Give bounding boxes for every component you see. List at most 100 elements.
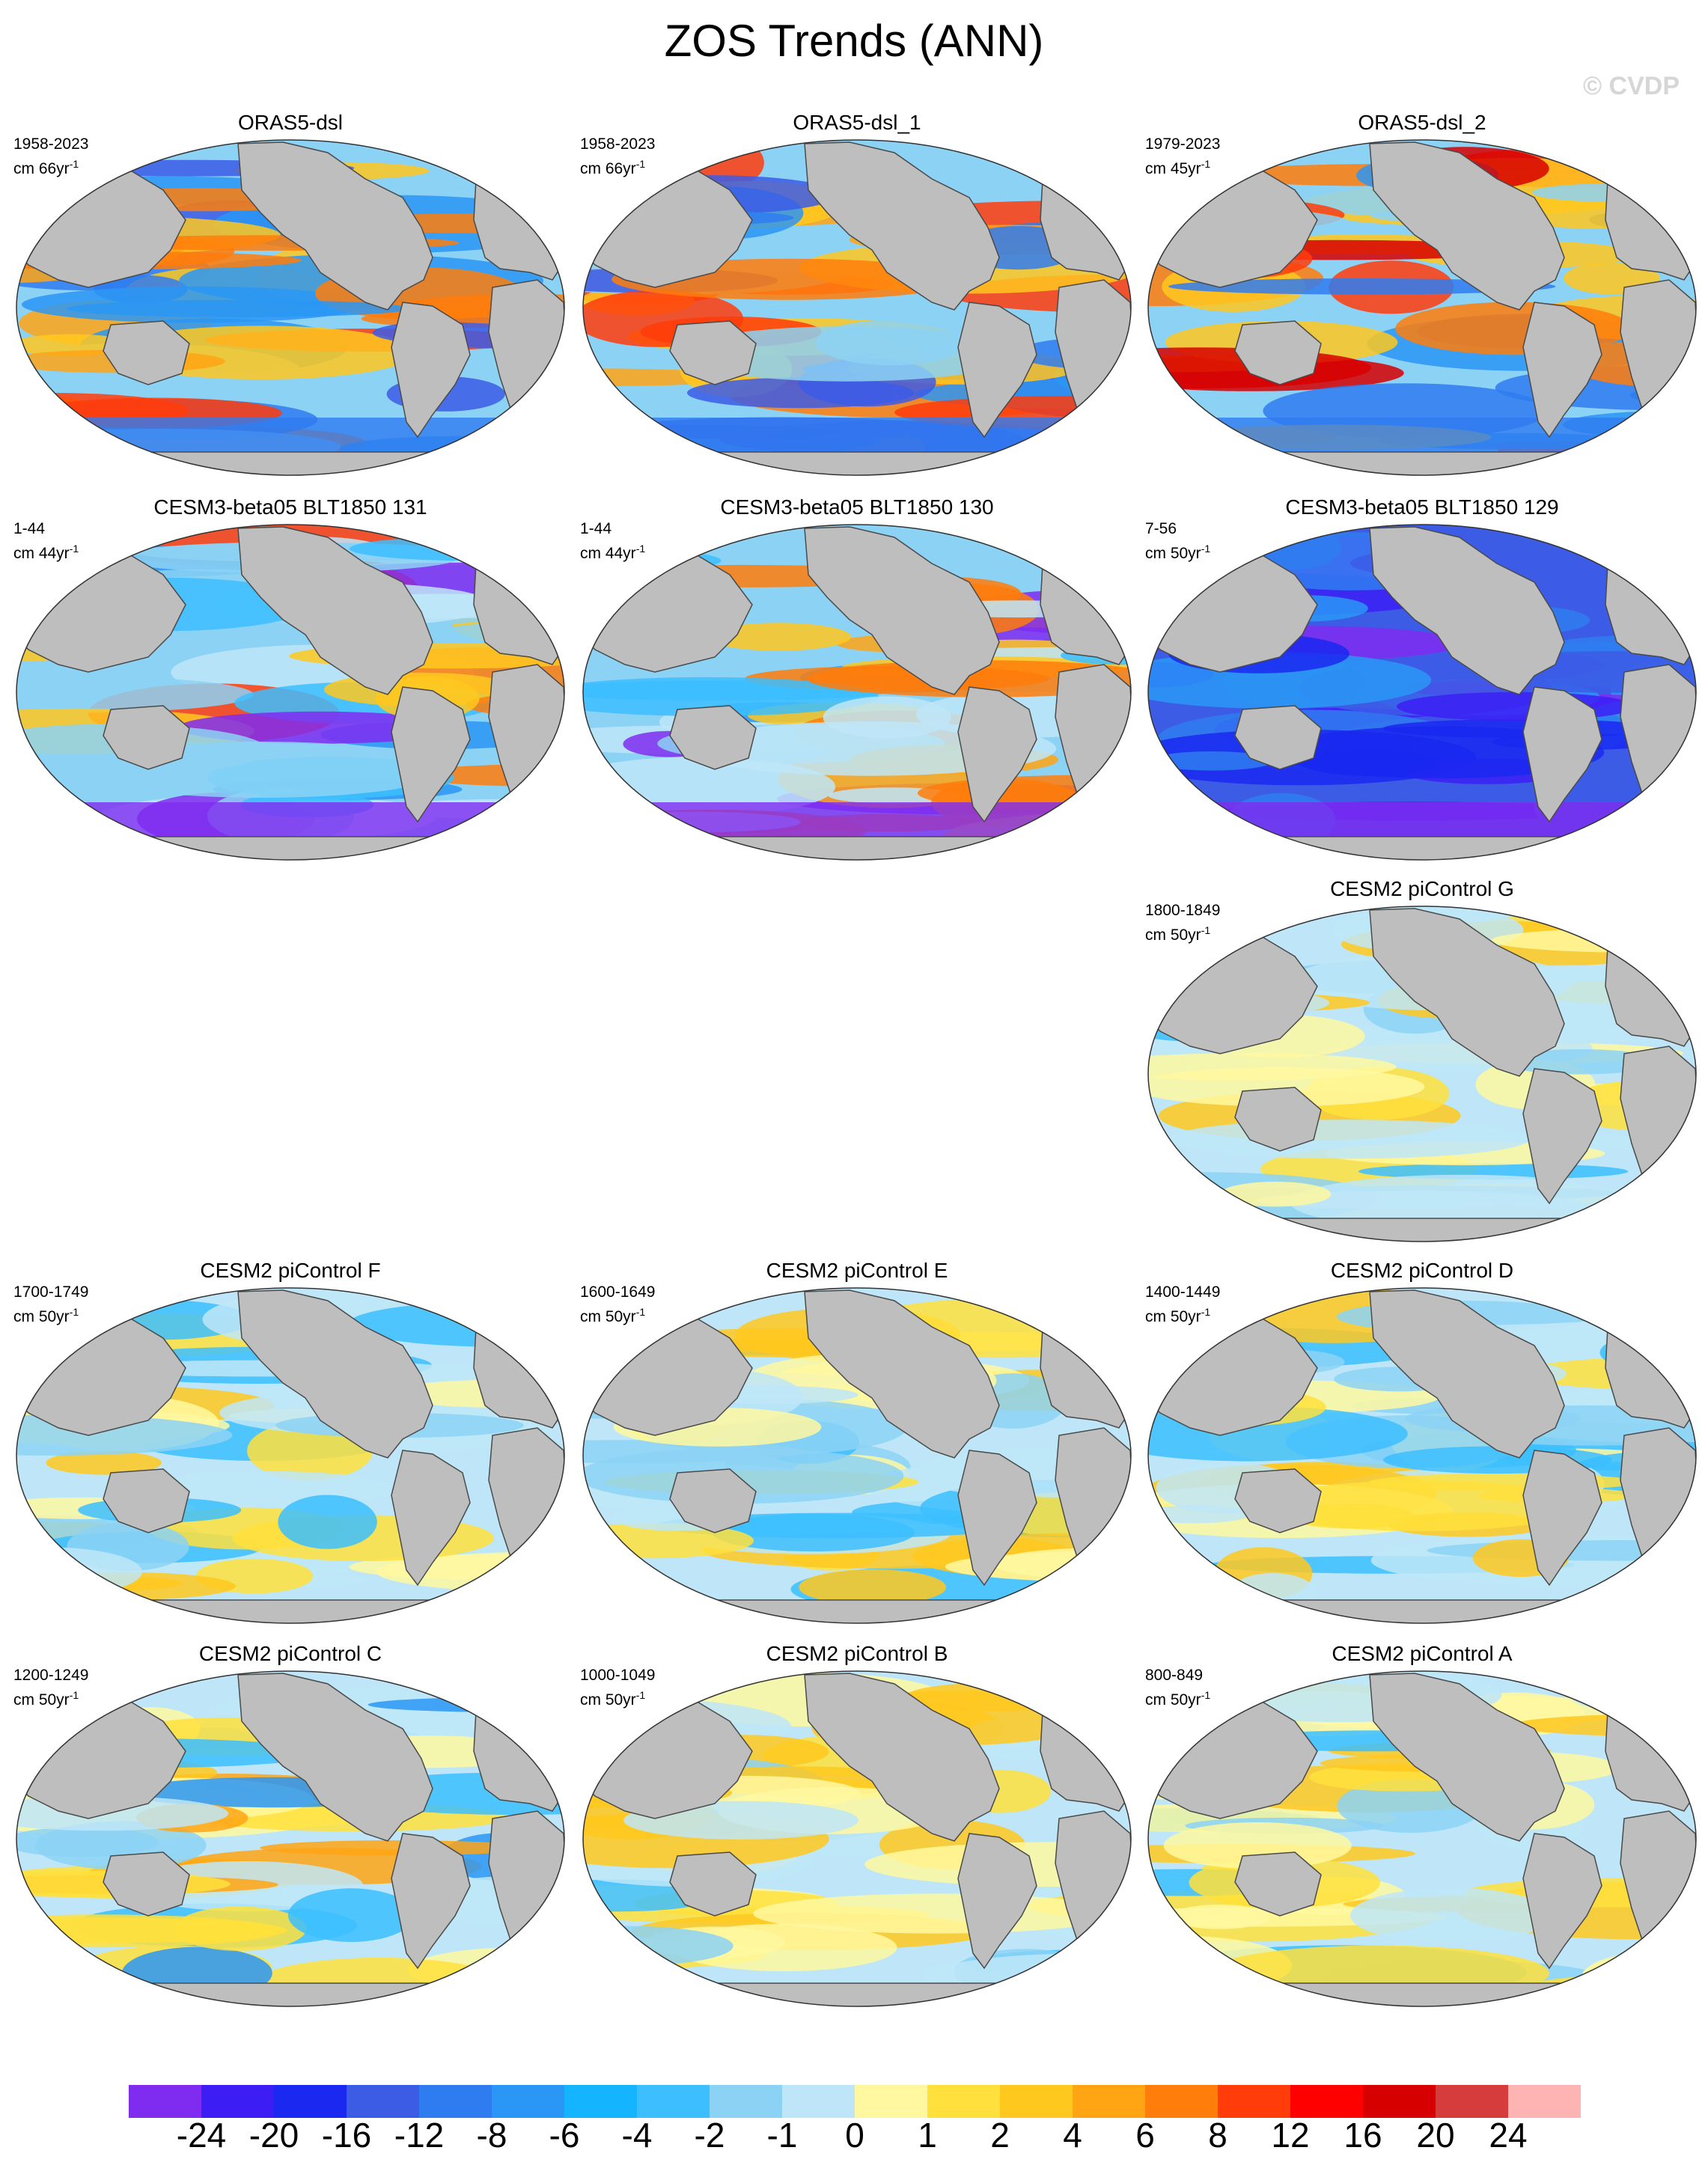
panel-period: 1000-1049 xyxy=(580,1667,656,1684)
panel-title: CESM2 piControl D xyxy=(1330,1259,1514,1282)
colorbar-swatch xyxy=(564,2085,637,2118)
panel-title: CESM2 piControl A xyxy=(1332,1642,1513,1665)
colorbar-tick-label: 20 xyxy=(1416,2116,1455,2155)
world-map xyxy=(16,1287,565,1624)
panel-units: cm 44yr-1 xyxy=(13,543,79,562)
watermark: © CVDP xyxy=(1583,72,1680,100)
colorbar-swatch xyxy=(855,2085,927,2118)
colorbar-swatch xyxy=(927,2085,1000,2118)
colorbar-tick-label: 6 xyxy=(1135,2116,1155,2155)
panel-title: CESM3-beta05 BLT1850 130 xyxy=(720,495,994,519)
panel-period: 1958-2023 xyxy=(13,135,89,153)
colorbar-tick-label: -16 xyxy=(321,2116,372,2155)
panel-period: 1-44 xyxy=(580,520,612,537)
world-map xyxy=(16,139,565,476)
panel-title: ORAS5-dsl_2 xyxy=(1358,111,1486,134)
colorbar-labels: -24 -20 -16 -12 -8 -6 -4 -2 -1 0 1 2 4 6 8 12 16 20 24 xyxy=(0,2115,1708,2160)
panel-units: cm 45yr-1 xyxy=(1145,158,1211,177)
panel-period: 1-44 xyxy=(13,520,46,537)
figure-title: ZOS Trends (ANN) xyxy=(664,16,1044,66)
map-panel: ORAS5-dsl 1958-2023 cm 66yr-1 xyxy=(13,111,567,477)
panel-period: 1958-2023 xyxy=(580,135,656,153)
colorbar-swatch xyxy=(347,2085,419,2118)
colorbar-swatch xyxy=(710,2085,782,2118)
colorbar-swatch xyxy=(129,2085,201,2118)
colorbar-swatch xyxy=(201,2085,274,2118)
colorbar-tick-label: -20 xyxy=(248,2116,299,2155)
map-panel: CESM2 piControl G 1800-1849 cm 50yr-1 xyxy=(1145,877,1699,1244)
panel-title: CESM2 piControl B xyxy=(766,1642,948,1665)
colorbar-tick-label: -2 xyxy=(694,2116,725,2155)
map-panel: ORAS5-dsl_2 1979-2023 cm 45yr-1 xyxy=(1145,111,1699,477)
panel-units: cm 66yr-1 xyxy=(580,158,646,177)
panel-period: 1400-1449 xyxy=(1145,1283,1221,1301)
world-map xyxy=(1147,1670,1697,2007)
colorbar-tick-label: 24 xyxy=(1489,2116,1528,2155)
world-map xyxy=(1147,139,1697,476)
panel-title: ORAS5-dsl_1 xyxy=(793,111,921,134)
colorbar-swatch xyxy=(1436,2085,1508,2118)
panel-units: cm 50yr-1 xyxy=(580,1689,646,1709)
panel-units: cm 50yr-1 xyxy=(1145,1689,1211,1709)
panel-units: cm 50yr-1 xyxy=(13,1306,79,1325)
world-map xyxy=(582,1670,1132,2007)
colorbar-tick-label: 0 xyxy=(845,2116,864,2155)
map-panel: CESM3-beta05 BLT1850 129 7-56 cm 50yr-1 xyxy=(1145,495,1699,862)
map-panel: CESM2 piControl B 1000-1049 cm 50yr-1 xyxy=(580,1642,1134,2009)
panel-units: cm 50yr-1 xyxy=(1145,543,1211,562)
panel-title: CESM2 piControl E xyxy=(766,1259,948,1282)
colorbar-swatch xyxy=(1363,2085,1436,2118)
colorbar-swatch xyxy=(782,2085,855,2118)
panel-title: CESM2 piControl C xyxy=(198,1642,382,1665)
panel-units: cm 44yr-1 xyxy=(580,543,646,562)
map-panel: CESM2 piControl E 1600-1649 cm 50yr-1 xyxy=(580,1259,1134,1625)
colorbar-tick-label: -24 xyxy=(176,2116,227,2155)
colorbar-swatch xyxy=(1145,2085,1218,2118)
panel-title: CESM3-beta05 BLT1850 129 xyxy=(1285,495,1559,519)
world-map xyxy=(1147,906,1697,1242)
colorbar-tick-label: -8 xyxy=(476,2116,507,2155)
colorbar-swatch xyxy=(1508,2085,1581,2118)
panel-title: CESM3-beta05 BLT1850 131 xyxy=(153,495,427,519)
panel-units: cm 66yr-1 xyxy=(13,158,79,177)
colorbar-tick-label: -6 xyxy=(549,2116,580,2155)
panel-title: ORAS5-dsl xyxy=(237,111,344,134)
map-panel: CESM2 piControl F 1700-1749 cm 50yr-1 xyxy=(13,1259,567,1625)
panel-units: cm 50yr-1 xyxy=(1145,1306,1211,1325)
world-map xyxy=(1147,1287,1697,1624)
colorbar-swatch xyxy=(637,2085,710,2118)
panel-units: cm 50yr-1 xyxy=(580,1306,646,1325)
world-map xyxy=(582,1287,1132,1624)
panel-units: cm 50yr-1 xyxy=(1145,924,1211,944)
map-panel: CESM3-beta05 BLT1850 131 1-44 cm 44yr-1 xyxy=(13,495,567,862)
map-panel: ORAS5-dsl_1 1958-2023 cm 66yr-1 xyxy=(580,111,1134,477)
colorbar-swatch xyxy=(492,2085,564,2118)
panel-period: 1979-2023 xyxy=(1145,135,1221,153)
panel-period: 1600-1649 xyxy=(580,1283,656,1301)
colorbar-swatch xyxy=(1290,2085,1363,2118)
colorbar-tick-label: -4 xyxy=(621,2116,653,2155)
panel-title: CESM2 piControl F xyxy=(200,1259,381,1282)
world-map xyxy=(582,524,1132,861)
panel-period: 7-56 xyxy=(1145,520,1177,537)
world-map xyxy=(16,524,565,861)
colorbar-tick-label: -12 xyxy=(394,2116,445,2155)
map-panel: CESM2 piControl A 800-849 cm 50yr-1 xyxy=(1145,1642,1699,2009)
colorbar-tick-label: 8 xyxy=(1208,2116,1227,2155)
colorbar-tick-label: 16 xyxy=(1343,2116,1382,2155)
colorbar-tick-label: 1 xyxy=(918,2116,937,2155)
colorbar-tick-label: 2 xyxy=(990,2116,1010,2155)
colorbar-swatch xyxy=(1218,2085,1290,2118)
panel-period: 1700-1749 xyxy=(13,1283,89,1301)
panel-title: CESM2 piControl G xyxy=(1330,877,1514,900)
map-panel: CESM3-beta05 BLT1850 130 1-44 cm 44yr-1 xyxy=(580,495,1134,862)
colorbar-swatch xyxy=(1000,2085,1073,2118)
colorbar-tick-label: 4 xyxy=(1063,2116,1082,2155)
world-map xyxy=(582,139,1132,476)
colorbar-swatch xyxy=(419,2085,492,2118)
colorbar-tick-label: 12 xyxy=(1271,2116,1310,2155)
panel-period: 1200-1249 xyxy=(13,1667,89,1684)
panel-units: cm 50yr-1 xyxy=(13,1689,79,1709)
world-map xyxy=(16,1670,565,2007)
colorbar-tick-label: -1 xyxy=(766,2116,798,2155)
